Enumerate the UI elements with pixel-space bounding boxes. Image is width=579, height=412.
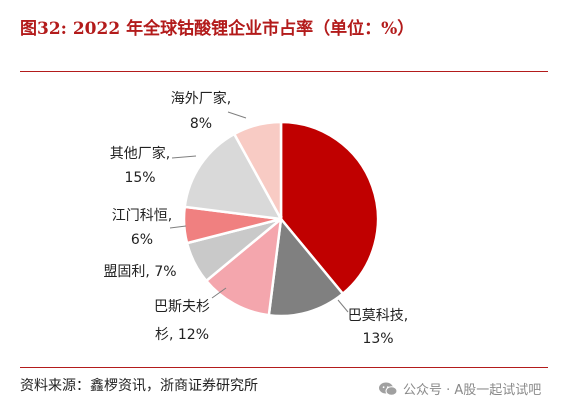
pie-slices: [182, 120, 380, 318]
pie-slice: [279, 120, 380, 296]
source-divider: [20, 367, 548, 368]
slice-value-label: 杉, 12%: [155, 327, 209, 343]
title-divider: [20, 71, 548, 72]
slice-label: 厦钨新能: [298, 193, 354, 209]
slice-value-label: 6%: [131, 232, 153, 248]
leader-line: [227, 111, 247, 119]
slice-value-label: 39%: [310, 216, 341, 232]
slice-label: 巴斯夫杉: [154, 299, 210, 315]
slice-label: 江门科恒,: [112, 208, 172, 224]
chart-title: 图32: 2022 年全球钴酸锂企业市占率（单位：%）: [20, 19, 415, 39]
leader-line: [171, 155, 197, 159]
pie-slice: [267, 215, 345, 318]
slice-label: 其他厂家,: [110, 145, 170, 162]
slice-label: 海外厂家,: [171, 90, 231, 107]
leader-line: [211, 287, 227, 299]
slice-label: 巴莫科技,: [348, 308, 408, 324]
watermark: 公众号 · A股一起试试吧: [378, 379, 541, 398]
slice-label: 盟固利, 7%: [103, 264, 176, 280]
slice-value-label: 13%: [362, 331, 393, 347]
leader-line: [169, 225, 187, 229]
wechat-icon: [379, 382, 398, 396]
leader-line: [337, 299, 349, 313]
leader-lines: [169, 111, 349, 313]
slice-value-label: 15%: [124, 170, 155, 186]
source-note: 资料来源：鑫椤资讯，浙商证券研究所: [20, 378, 258, 394]
pie-slice: [232, 120, 283, 220]
pie-slice: [204, 216, 283, 317]
slice-value-label: 8%: [190, 116, 212, 132]
watermark-text: 公众号 · A股一起试试吧: [403, 383, 542, 398]
pie-slice: [183, 132, 284, 221]
